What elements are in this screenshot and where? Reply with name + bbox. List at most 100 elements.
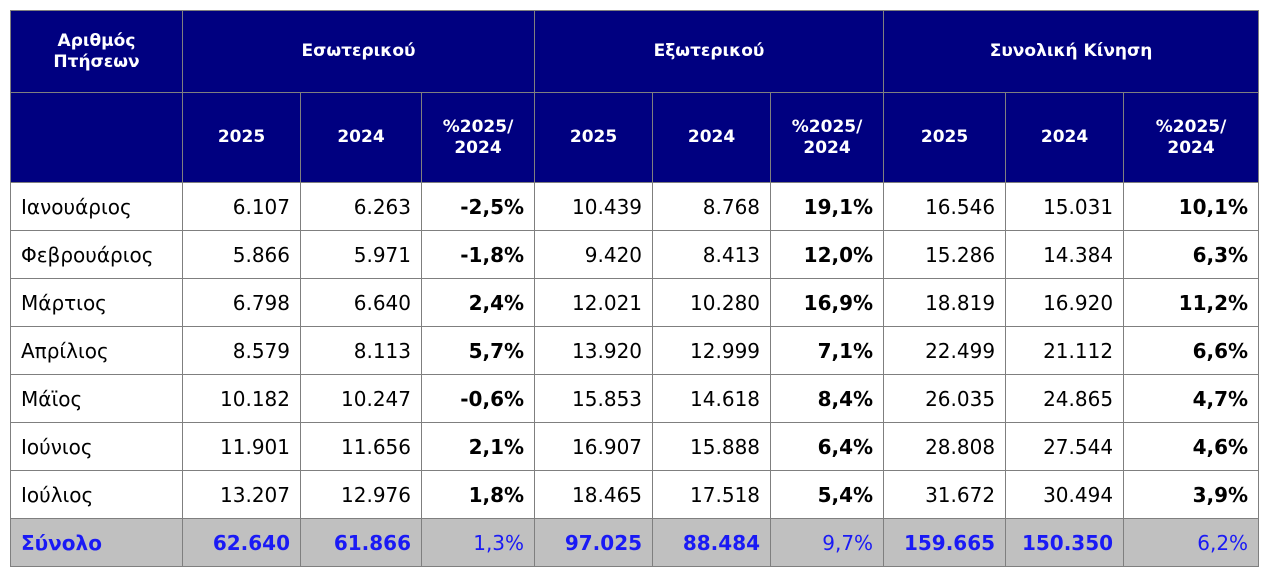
pct-change-cell: 6,4% — [770, 422, 885, 471]
row-label-line-2: Πτήσεων — [53, 51, 140, 72]
pct-change-cell: 8,4% — [770, 374, 885, 423]
value-cell: 8.579 — [182, 326, 301, 375]
pct-change-cell: 5,7% — [420, 326, 536, 375]
table-row: Μάϊος 10.182 10.247 -0,6% 15.853 14.618 8,4% 26… — [10, 374, 1260, 423]
pct-change-header-line-1: %2025/ — [442, 116, 514, 137]
table-body: Ιανουάριος 6.107 6.263 -2,5% 10.439 8.768 19,1… — [10, 182, 1260, 519]
row-label-line-1: Αριθμός — [57, 30, 136, 51]
month-cell: Ιούλιος — [10, 470, 183, 519]
year-2024-header: 2024 — [652, 92, 772, 183]
row-label-header: Αριθμός Πτήσεων — [10, 10, 183, 93]
value-cell: 5.866 — [182, 230, 301, 279]
total-value-cell: 61.866 — [300, 518, 422, 567]
value-cell: 8.768 — [652, 182, 772, 231]
table-row: Απρίλιος 8.579 8.113 5,7% 13.920 12.999 7,1% 22… — [10, 326, 1260, 375]
value-cell: 15.286 — [883, 230, 1007, 279]
month-cell: Ιανουάριος — [10, 182, 183, 231]
table-row: Ιούνιος 11.901 11.656 2,1% 16.907 15.888 6,4% 2… — [10, 422, 1260, 471]
pct-change-cell: 7,1% — [770, 326, 885, 375]
value-cell: 9.420 — [534, 230, 654, 279]
pct-change-cell: 6,3% — [1123, 230, 1260, 279]
year-2025-header: 2025 — [182, 92, 301, 183]
value-cell: 18.819 — [883, 278, 1007, 327]
month-cell: Μάρτιος — [10, 278, 183, 327]
month-cell: Φεβρουάριος — [10, 230, 183, 279]
month-cell: Μάϊος — [10, 374, 183, 423]
pct-change-cell: 6,6% — [1123, 326, 1260, 375]
pct-change-cell: 11,2% — [1123, 278, 1260, 327]
pct-change-cell: 16,9% — [770, 278, 885, 327]
value-cell: 10.439 — [534, 182, 654, 231]
group-header-international: Εξωτερικού — [534, 10, 885, 93]
pct-change-cell: 2,1% — [420, 422, 536, 471]
value-cell: 15.031 — [1005, 182, 1125, 231]
group-header-domestic: Εσωτερικού — [181, 10, 536, 93]
value-cell: 10.247 — [300, 374, 422, 423]
table-row: Ιανουάριος 6.107 6.263 -2,5% 10.439 8.768 19,1… — [10, 182, 1260, 231]
value-cell: 6.640 — [300, 278, 422, 327]
value-cell: 30.494 — [1005, 470, 1125, 519]
value-cell: 11.656 — [300, 422, 422, 471]
value-cell: 15.853 — [534, 374, 654, 423]
total-label: Σύνολο — [10, 518, 183, 567]
total-value-cell: 62.640 — [182, 518, 301, 567]
pct-change-header: %2025/2024 — [770, 92, 885, 183]
pct-change-header-line-2: 2024 — [1167, 137, 1215, 158]
month-cell: Απρίλιος — [10, 326, 183, 375]
value-cell: 27.544 — [1005, 422, 1125, 471]
value-cell: 6.107 — [182, 182, 301, 231]
pct-change-header-line-1: %2025/ — [1155, 116, 1227, 137]
pct-change-cell: 10,1% — [1123, 182, 1260, 231]
value-cell: 24.865 — [1005, 374, 1125, 423]
value-cell: 10.280 — [652, 278, 772, 327]
year-2025-header: 2025 — [534, 92, 654, 183]
month-cell: Ιούνιος — [10, 422, 183, 471]
pct-change-cell: 4,7% — [1123, 374, 1260, 423]
value-cell: 22.499 — [883, 326, 1007, 375]
pct-change-cell: 19,1% — [770, 182, 885, 231]
value-cell: 8.413 — [652, 230, 772, 279]
empty-header-cell — [10, 92, 183, 183]
value-cell: 17.518 — [652, 470, 772, 519]
value-cell: 21.112 — [1005, 326, 1125, 375]
value-cell: 14.384 — [1005, 230, 1125, 279]
value-cell: 31.672 — [883, 470, 1007, 519]
total-value-cell: 88.484 — [652, 518, 772, 567]
value-cell: 10.182 — [182, 374, 301, 423]
value-cell: 12.976 — [300, 470, 422, 519]
value-cell: 12.021 — [534, 278, 654, 327]
total-value-cell: 150.350 — [1005, 518, 1125, 567]
total-pct-cell: 9,7% — [770, 518, 885, 567]
value-cell: 8.113 — [300, 326, 422, 375]
value-cell: 6.798 — [182, 278, 301, 327]
total-row: Σύνολο 62.640 61.866 1,3% 97.025 88.484 9,7% 1… — [10, 518, 1260, 567]
value-cell: 12.999 — [652, 326, 772, 375]
header-year-row: 2025 2024 %2025/2024 2025 2024 %2025/2024 2025… — [10, 92, 1260, 183]
year-2024-header: 2024 — [300, 92, 422, 183]
pct-change-header-line-2: 2024 — [803, 137, 851, 158]
value-cell: 6.263 — [300, 182, 422, 231]
total-value-cell: 159.665 — [883, 518, 1007, 567]
value-cell: 13.207 — [182, 470, 301, 519]
pct-change-cell: -1,8% — [420, 230, 536, 279]
value-cell: 16.907 — [534, 422, 654, 471]
pct-change-cell: -0,6% — [420, 374, 536, 423]
table-row: Φεβρουάριος 5.866 5.971 -1,8% 9.420 8.413 12,0… — [10, 230, 1260, 279]
value-cell: 13.920 — [534, 326, 654, 375]
flights-table: Αριθμός Πτήσεων Εσωτερικού Εξωτερικού Συ… — [10, 10, 1260, 567]
total-value-cell: 97.025 — [534, 518, 654, 567]
value-cell: 11.901 — [182, 422, 301, 471]
pct-change-cell: -2,5% — [420, 182, 536, 231]
pct-change-header-line-2: 2024 — [454, 137, 502, 158]
table-row: Ιούλιος 13.207 12.976 1,8% 18.465 17.518 5,4% 3… — [10, 470, 1260, 519]
value-cell: 18.465 — [534, 470, 654, 519]
pct-change-header: %2025/2024 — [1123, 92, 1260, 183]
table-row: Μάρτιος 6.798 6.640 2,4% 12.021 10.280 16,9% 18… — [10, 278, 1260, 327]
value-cell: 26.035 — [883, 374, 1007, 423]
pct-change-cell: 5,4% — [770, 470, 885, 519]
pct-change-cell: 2,4% — [420, 278, 536, 327]
total-pct-cell: 6,2% — [1123, 518, 1260, 567]
pct-change-cell: 12,0% — [770, 230, 885, 279]
pct-change-cell: 1,8% — [420, 470, 536, 519]
pct-change-cell: 3,9% — [1123, 470, 1260, 519]
